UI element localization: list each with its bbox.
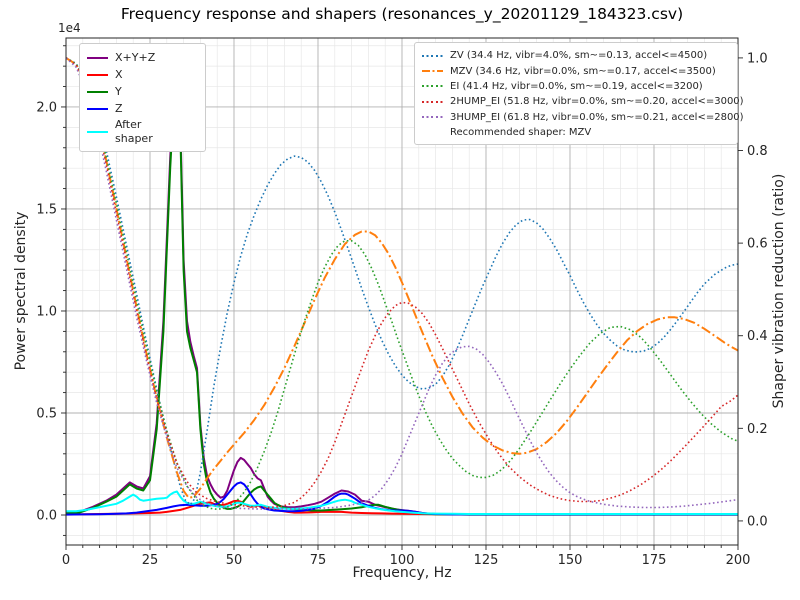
legend-line-swatch xyxy=(87,90,108,93)
y-right-tick-label: 0.8 xyxy=(747,144,768,159)
tick-labels: 0 25 50 75 100 125 150 175 200 0.0 0.5 1.0 1.5 2.0 0.0… xyxy=(36,51,767,568)
legend-line-swatch xyxy=(87,107,108,110)
y-left-tick-label: 2.0 xyxy=(36,100,57,115)
legend-left: X+Y+Z X Y Z After shaper xyxy=(79,43,206,152)
x-tick-label: 125 xyxy=(474,553,499,568)
legend-line-swatch xyxy=(422,70,443,73)
y-left-tick-label: 0.5 xyxy=(36,406,57,421)
legend-item-3hump-ei: 3HUMP_EI (61.8 Hz, vibr=0.0%, sm~=0.21, … xyxy=(422,110,744,125)
axis-ticks xyxy=(61,45,743,550)
x-tick-label: 100 xyxy=(390,553,415,568)
legend-item-2hump-ei: 2HUMP_EI (51.8 Hz, vibr=0.0%, sm~=0.20, … xyxy=(422,94,744,109)
series-shaper-zv xyxy=(66,57,738,506)
legend-item-y: Y xyxy=(87,83,199,100)
series-psd-z xyxy=(66,481,738,516)
x-tick-label: 200 xyxy=(726,553,751,568)
x-tick-label: 25 xyxy=(142,553,159,568)
legend-right: ZV (34.4 Hz, vibr=4.0%, sm~=0.13, accel<… xyxy=(414,42,744,146)
legend-item-zv: ZV (34.4 Hz, vibr=4.0%, sm~=0.13, accel<… xyxy=(422,48,730,63)
series-shaper-mzv xyxy=(66,57,738,499)
legend-label: ZV (34.4 Hz, vibr=4.0%, sm~=0.13, accel<… xyxy=(450,50,708,62)
y-right-tick-label: 0.6 xyxy=(747,237,768,252)
legend-label: MZV (34.6 Hz, vibr=0.0%, sm~=0.17, accel… xyxy=(450,65,716,77)
y-right-tick-label: 0.4 xyxy=(747,329,768,344)
legend-label: EI (41.4 Hz, vibr=0.0%, sm~=0.19, accel<… xyxy=(450,80,703,92)
series-shaper-ei xyxy=(66,57,738,511)
legend-item-after-shaper: After shaper xyxy=(87,117,199,147)
y-left-axis-label: Power spectral density xyxy=(13,212,29,371)
legend-label: X+Y+Z xyxy=(115,51,156,64)
series-psd-after-shaper xyxy=(66,490,738,515)
x-tick-label: 75 xyxy=(310,553,327,568)
legend-item-z: Z xyxy=(87,100,199,117)
legend-line-swatch xyxy=(422,85,443,88)
x-tick-label: 0 xyxy=(62,553,70,568)
legend-item-x: X xyxy=(87,66,199,83)
legend-label: Z xyxy=(115,102,123,115)
legend-label: 2HUMP_EI (51.8 Hz, vibr=0.0%, sm~=0.20, … xyxy=(450,96,744,108)
series-psd-y xyxy=(66,65,738,516)
y-right-tick-label: 0.2 xyxy=(747,422,768,437)
chart-title: Frequency response and shapers (resonanc… xyxy=(121,5,683,24)
legend-line-swatch xyxy=(87,56,108,59)
legend-item-ei: EI (41.4 Hz, vibr=0.0%, sm~=0.19, accel<… xyxy=(422,79,730,94)
legend-label: Y xyxy=(115,85,122,98)
series-shaper-3hump-ei xyxy=(66,57,738,510)
y-left-tick-label: 1.0 xyxy=(36,304,57,319)
legend-label: 3HUMP_EI (61.8 Hz, vibr=0.0%, sm~=0.21, … xyxy=(450,111,744,123)
legend-footer-recommended-shaper: Recommended shaper: MZV xyxy=(422,125,730,140)
x-tick-label: 150 xyxy=(558,553,583,568)
legend-footer-label: Recommended shaper: MZV xyxy=(450,127,592,139)
legend-item-xyz: X+Y+Z xyxy=(87,49,199,66)
legend-label: X xyxy=(115,68,123,81)
legend-label: After shaper xyxy=(115,118,153,145)
y-right-axis-label: Shaper vibration reduction (ratio) xyxy=(771,174,787,409)
legend-item-mzv: MZV (34.6 Hz, vibr=0.0%, sm~=0.17, accel… xyxy=(422,63,730,78)
x-axis-label: Frequency, Hz xyxy=(352,565,451,581)
y-left-tick-label: 1.5 xyxy=(36,202,57,217)
x-tick-label: 175 xyxy=(642,553,667,568)
y-left-tick-label: 0.0 xyxy=(36,509,57,524)
legend-empty-swatch xyxy=(422,132,443,134)
series-shaper-2hump-ei xyxy=(66,57,738,509)
series-curves xyxy=(66,55,738,516)
x-tick-label: 50 xyxy=(226,553,243,568)
legend-line-swatch xyxy=(422,54,443,57)
legend-line-swatch xyxy=(422,100,443,103)
legend-line-swatch xyxy=(422,116,443,119)
y-right-tick-label: 0.0 xyxy=(747,514,768,529)
legend-line-swatch xyxy=(87,131,108,133)
y-left-offset-text: 1e4 xyxy=(58,21,81,35)
plot-area: 0 25 50 75 100 125 150 175 200 0.0 0.5 1.0 1.5 2.0 0.0… xyxy=(36,37,768,568)
y-right-tick-label: 1.0 xyxy=(747,51,768,66)
legend-line-swatch xyxy=(87,73,108,76)
